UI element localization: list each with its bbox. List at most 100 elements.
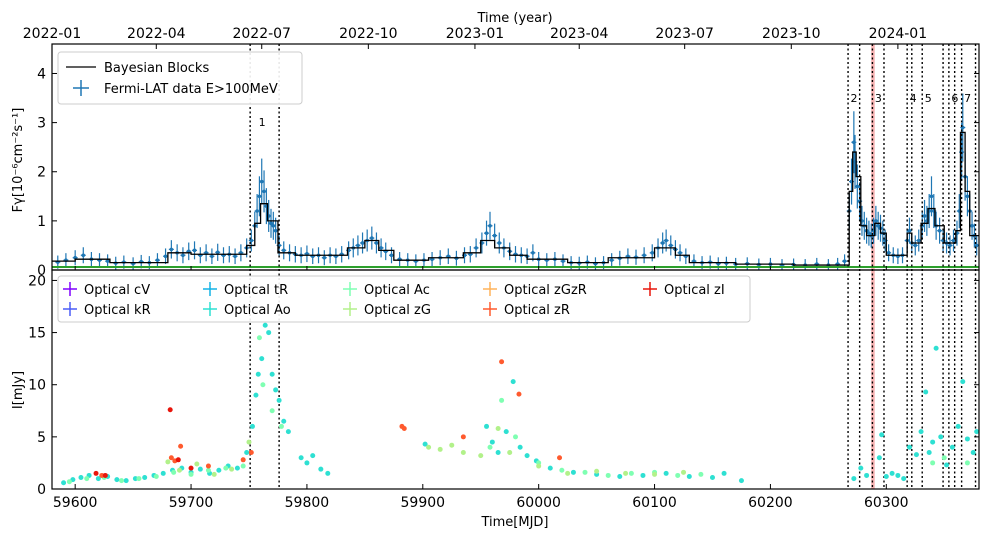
optical-point: [970, 450, 976, 455]
top-x-tick-label: 2022-04: [127, 26, 186, 42]
fermi-point: [168, 240, 174, 259]
fermi-point: [192, 241, 198, 260]
fermi-marker: [155, 258, 160, 262]
fermi-point: [912, 235, 918, 256]
optical-point: [285, 429, 291, 435]
legend-entry: Optical kR: [84, 303, 151, 318]
optical-point: [260, 382, 266, 388]
fermi-point: [261, 170, 267, 213]
fermi-point: [487, 211, 493, 240]
optical-point: [168, 455, 174, 461]
y-tick-label: 3: [37, 116, 46, 132]
bottom-frame: [51, 269, 980, 490]
fermi-marker: [922, 214, 927, 218]
fermi-point: [373, 232, 379, 254]
fermi-marker: [913, 243, 918, 248]
optical-point: [205, 463, 211, 469]
optical-point: [269, 371, 275, 377]
fermi-point: [964, 176, 970, 217]
fermi-point: [496, 232, 502, 254]
fermi-point: [105, 254, 111, 268]
legend-entry: Optical zG: [364, 303, 431, 318]
fermi-point: [154, 253, 160, 268]
fermi-point: [560, 254, 566, 268]
fermi-marker: [271, 223, 276, 228]
fermi-point: [383, 242, 389, 261]
top-x-tick-label: 2024-01: [869, 26, 928, 42]
optical-point: [933, 345, 939, 351]
optical-point: [460, 434, 466, 440]
optical-point: [879, 432, 885, 438]
fermi-point: [232, 248, 238, 265]
optical-point: [78, 475, 84, 481]
optical-point: [205, 467, 211, 473]
fermi-point: [649, 244, 655, 262]
fermi-marker: [876, 223, 880, 228]
fermi-point: [163, 248, 169, 265]
top-legend: Bayesian Blocks Fermi-LAT data E>100MeV: [57, 51, 303, 105]
fermi-point: [445, 248, 451, 265]
fermi-point: [873, 205, 879, 236]
optical-point: [197, 466, 203, 472]
optical-point: [269, 408, 275, 414]
optical-point: [955, 423, 961, 429]
optical-point: [119, 478, 125, 484]
fermi-point: [220, 247, 226, 264]
fermi-marker: [867, 231, 871, 235]
fermi-marker: [181, 253, 185, 258]
legend-entry: Fermi-LAT data E>100MeV: [104, 82, 278, 97]
optical-point: [964, 436, 970, 442]
x-tick-label: 60000: [516, 495, 561, 511]
x-tick-label: 59900: [401, 495, 446, 511]
optical-point: [930, 439, 936, 445]
fermi-marker: [948, 243, 952, 248]
top-y-axis-label: Fγ[10⁻⁶cm⁻²s⁻¹]: [11, 108, 26, 213]
optical-point: [449, 442, 455, 448]
fermi-point: [197, 247, 203, 264]
optical-point: [310, 453, 316, 459]
flare-period-label: 2: [851, 92, 858, 105]
top-x-tick-label: 2023-10: [762, 26, 821, 42]
optical-point: [171, 469, 177, 475]
fermi-point: [429, 251, 435, 267]
legend-box: [57, 275, 751, 323]
y-tick-label: 15: [28, 326, 46, 342]
fermi-point: [369, 226, 375, 250]
fermi-marker: [233, 254, 237, 259]
fermi-point: [270, 211, 276, 240]
fermi-point: [484, 220, 490, 246]
fermi-point: [875, 211, 881, 240]
optical-point: [437, 446, 443, 452]
y-tick-label: 10: [28, 378, 46, 394]
fermi-point: [355, 235, 361, 256]
fermi-marker: [360, 241, 365, 245]
fermi-point: [180, 247, 186, 264]
optical-point: [489, 439, 495, 445]
optical-point: [426, 444, 432, 450]
optical-point: [663, 470, 669, 476]
optical-point: [66, 479, 72, 485]
optical-point: [165, 459, 171, 465]
fermi-point: [951, 229, 957, 252]
fermi-point: [866, 220, 872, 246]
fermi-point: [691, 254, 697, 268]
optical-point: [84, 476, 90, 482]
fermi-point: [310, 248, 316, 265]
fermi-point: [63, 253, 69, 268]
fermi-point: [238, 244, 244, 262]
y-tick-label: 0: [37, 482, 46, 498]
optical-point: [325, 470, 331, 476]
optical-point: [136, 476, 142, 482]
optical-point: [582, 469, 588, 475]
fermi-point: [947, 235, 953, 256]
legend-entry: Optical zR: [504, 303, 570, 318]
fermi-point: [321, 250, 327, 266]
optical-point: [318, 466, 324, 472]
fermi-point: [842, 254, 848, 268]
optical-point: [524, 453, 530, 459]
optical-point: [864, 472, 870, 478]
optical-point: [640, 472, 646, 478]
fermi-point: [259, 158, 265, 205]
optical-point: [304, 460, 310, 466]
